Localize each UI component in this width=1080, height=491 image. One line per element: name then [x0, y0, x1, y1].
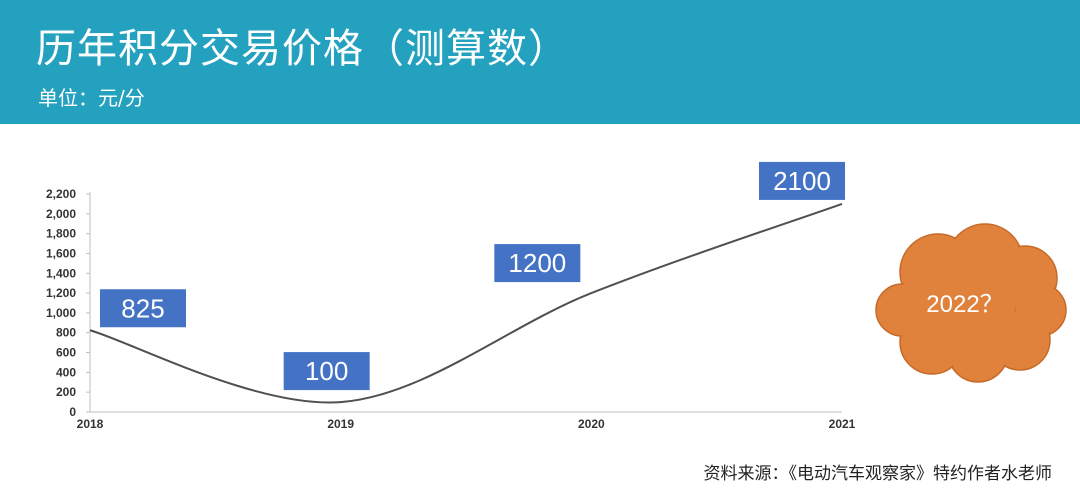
data-label-box: [494, 244, 581, 283]
cloud-puff-fill: [877, 285, 927, 335]
cloud-shape: 2022？: [875, 223, 1067, 383]
source-note: 资料来源：《电动汽车观察家》特约作者水老师: [703, 464, 1053, 484]
header-banner: 历年积分交易价格（测算数） 单位：元/分: [0, 0, 1080, 124]
y-tick-label: 1,200: [46, 286, 76, 300]
chart-axes: [89, 192, 842, 413]
y-tick-label: 0: [69, 405, 76, 419]
y-tick-label: 1,000: [46, 306, 76, 320]
y-tick-label: 400: [56, 365, 76, 379]
y-tick-label: 2,000: [46, 207, 76, 221]
x-tick-label: 2018: [77, 417, 104, 431]
page-title: 历年积分交易价格（测算数）: [36, 26, 569, 72]
y-tick-label: 1,800: [46, 227, 76, 241]
line-chart: 0 200 400 600 800 1,000 1,200 1,400 1,600 1,800 2,…: [46, 161, 1067, 431]
series-line: [89, 202, 843, 404]
y-tick-label: 200: [56, 385, 76, 399]
unit-label: 单位：元/分: [38, 86, 145, 110]
y-tick-label: 1,400: [46, 266, 76, 280]
data-label-box: [759, 161, 845, 200]
data-label: 825: [121, 293, 164, 323]
cloud-puff-fill: [921, 258, 1015, 352]
cloud-label: 2022？: [926, 291, 1003, 318]
data-label: 100: [305, 356, 348, 386]
series-line-group: [89, 202, 843, 404]
data-label: 1200: [508, 248, 566, 278]
x-tick-label: 2019: [327, 417, 354, 431]
y-tick-label: 2,200: [46, 187, 76, 201]
data-label-group: 825 100 1200 2100: [100, 161, 845, 391]
data-label: 2100: [773, 166, 831, 196]
y-tick-label: 800: [56, 326, 76, 340]
y-tick-label: 600: [56, 346, 76, 360]
x-tick-label: 2021: [829, 417, 856, 431]
x-tick-label: 2020: [578, 417, 605, 431]
y-tick-label: 1,600: [46, 246, 76, 260]
data-label-box: [100, 289, 186, 328]
data-label-box: [283, 352, 370, 391]
x-axis-ticks: 2018 2019 2020 2021: [77, 417, 856, 431]
y-axis-ticks: 0 200 400 600 800 1,000 1,200 1,400 1,600 1,800 2,…: [46, 187, 90, 419]
